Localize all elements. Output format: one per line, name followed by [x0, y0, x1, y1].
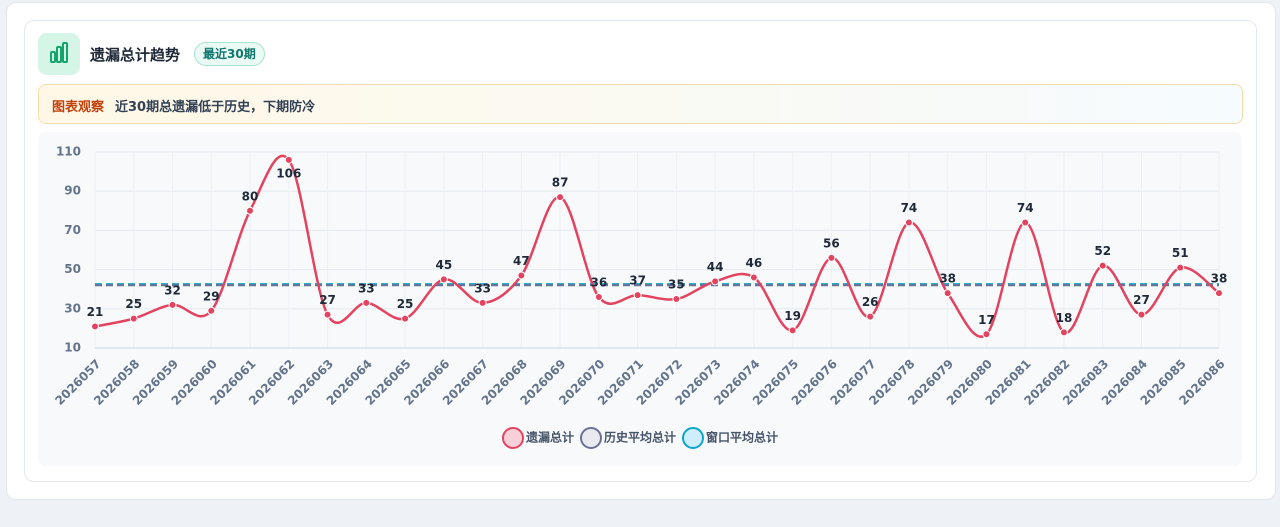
point — [982, 330, 991, 339]
point — [943, 289, 952, 298]
point — [1021, 218, 1030, 227]
legend-label: 窗口平均总计 — [706, 430, 778, 445]
y-tick-label: 50 — [64, 262, 81, 276]
point — [1098, 261, 1107, 270]
point — [556, 193, 565, 202]
y-tick-label: 30 — [64, 301, 81, 315]
point — [904, 218, 913, 227]
data-label: 25 — [125, 297, 142, 311]
data-label: 56 — [823, 236, 840, 250]
data-label: 32 — [164, 283, 181, 297]
point — [1059, 328, 1068, 337]
data-label: 106 — [276, 166, 301, 180]
point — [788, 326, 797, 335]
data-label: 45 — [435, 258, 452, 272]
chart-icon — [38, 33, 80, 75]
point — [362, 298, 371, 307]
data-label: 17 — [978, 313, 995, 327]
point — [633, 291, 642, 300]
data-label: 37 — [629, 274, 646, 288]
data-label: 19 — [784, 309, 801, 323]
point — [246, 206, 255, 215]
point — [91, 322, 99, 331]
point — [284, 155, 293, 164]
point — [1215, 289, 1223, 298]
point — [1137, 310, 1146, 319]
data-label: 74 — [1017, 201, 1034, 215]
legend-label: 历史平均总计 — [604, 430, 676, 445]
point — [439, 275, 448, 284]
point — [672, 295, 681, 303]
data-label: 38 — [939, 272, 956, 286]
point — [129, 314, 138, 323]
data-label: 33 — [358, 281, 375, 295]
data-label: 33 — [474, 281, 491, 295]
y-tick-label: 10 — [64, 341, 81, 355]
data-label: 27 — [1133, 293, 1150, 307]
data-label: 51 — [1172, 246, 1189, 260]
y-tick-label: 70 — [64, 223, 81, 237]
data-label: 21 — [87, 305, 104, 319]
data-label: 25 — [397, 297, 414, 311]
plot-background — [38, 132, 1242, 466]
data-label: 27 — [319, 293, 336, 307]
legend-swatch — [502, 427, 524, 449]
point — [207, 306, 216, 315]
insight-label: 图表观察 — [52, 100, 105, 115]
data-label: 52 — [1094, 244, 1111, 258]
legend-swatch — [580, 427, 602, 449]
point — [1176, 263, 1185, 272]
point — [168, 300, 177, 309]
point — [517, 271, 526, 280]
data-label: 38 — [1211, 272, 1228, 286]
data-label: 36 — [591, 276, 608, 290]
point — [594, 293, 603, 302]
data-label: 26 — [862, 295, 879, 309]
insight-text: 近30期总遗漏低于历史，下期防冷 — [115, 100, 316, 115]
legend-swatch — [682, 427, 704, 449]
y-tick-label: 90 — [64, 184, 81, 198]
legend-label: 遗漏总计 — [525, 430, 574, 445]
point — [827, 253, 836, 262]
y-tick-label: 110 — [56, 145, 81, 159]
point — [478, 298, 487, 307]
data-label: 44 — [707, 260, 724, 274]
point — [401, 314, 410, 323]
data-label: 87 — [552, 176, 569, 190]
insight: 图表观察 近30期总遗漏低于历史，下期防冷 — [38, 84, 1243, 124]
point — [323, 310, 332, 319]
data-label: 47 — [513, 254, 530, 268]
data-label: 29 — [203, 289, 220, 303]
data-label: 35 — [668, 278, 685, 292]
point — [749, 273, 758, 282]
point — [866, 312, 875, 321]
point — [711, 277, 720, 286]
badge: 最近30期 — [194, 42, 265, 66]
data-label: 74 — [901, 201, 918, 215]
title: 遗漏总计趋势 — [90, 46, 181, 64]
data-label: 18 — [1056, 311, 1073, 325]
data-label: 80 — [242, 189, 259, 203]
data-label: 46 — [746, 256, 763, 270]
